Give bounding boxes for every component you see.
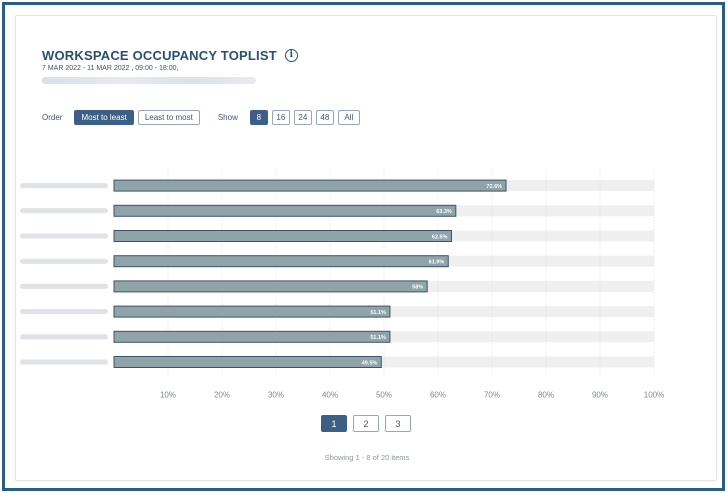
x-tick-label: 80% [538, 391, 554, 400]
category-label-redacted [20, 359, 108, 365]
page-title: WORKSPACE OCCUPANCY TOPLIST [42, 48, 277, 63]
bar [113, 255, 449, 268]
bar-value-label: 51.1% [370, 335, 386, 341]
x-tick-label: 30% [268, 391, 284, 400]
category-label-redacted [20, 208, 108, 214]
page-2-button[interactable]: 2 [353, 415, 379, 432]
bar [113, 179, 507, 192]
show-24-button[interactable]: 24 [293, 110, 312, 125]
x-tick-label: 40% [322, 391, 338, 400]
category-label-redacted [20, 283, 108, 289]
bar-value-label: 72.6% [486, 184, 502, 190]
occupancy-bar-chart: 72.6% 63.3% 62.5% 61.9% 58% 51.1% 51.1% 49.5% 10… [20, 169, 664, 400]
order-label: Order [42, 113, 63, 122]
bar [113, 204, 457, 217]
bar [113, 280, 428, 293]
info-icon[interactable]: i [284, 49, 298, 62]
bar [113, 305, 391, 318]
page-3-button[interactable]: 3 [385, 415, 411, 432]
x-tick-label: 70% [484, 391, 500, 400]
controls-bar: Order Most to least Least to most Show 8… [42, 110, 364, 125]
bar-value-label: 58% [412, 285, 423, 291]
pagination-summary: Showing 1 - 8 of 20 items [324, 453, 410, 462]
show-all-button[interactable]: All [337, 110, 360, 125]
date-range-subtitle: 7 MAR 2022 - 11 MAR 2022 , 09:00 - 18:00… [42, 65, 179, 72]
order-least-to-most-button[interactable]: Least to most [137, 110, 200, 125]
show-8-button[interactable]: 8 [249, 110, 268, 125]
bar-value-label: 63.3% [436, 209, 452, 215]
bar [113, 330, 391, 343]
x-tick-label: 100% [644, 391, 664, 400]
x-tick-label: 60% [430, 391, 446, 400]
bar-value-label: 61.9% [429, 260, 445, 266]
pagination: 1 2 3 [321, 415, 411, 432]
bar [113, 230, 452, 242]
category-label-redacted [20, 233, 108, 239]
x-tick-label: 20% [214, 391, 230, 400]
bar-value-label: 62.5% [432, 234, 448, 240]
bar [113, 356, 382, 368]
order-most-to-least-button[interactable]: Most to least [74, 110, 134, 125]
show-label: Show [217, 113, 238, 122]
occupancy-card: WORKSPACE OCCUPANCY TOPLIST i 7 MAR 2022… [15, 15, 717, 481]
x-tick-label: 50% [376, 391, 392, 400]
bar-value-label: 51.1% [370, 310, 386, 316]
category-label-redacted [20, 334, 108, 340]
category-label-redacted [20, 258, 108, 264]
show-16-button[interactable]: 16 [271, 110, 290, 125]
bar-value-label: 49.5% [362, 360, 378, 366]
title-row: WORKSPACE OCCUPANCY TOPLIST i [42, 48, 298, 63]
redacted-location-text [42, 77, 256, 84]
x-tick-label: 10% [160, 391, 176, 400]
x-tick-label: 90% [592, 391, 608, 400]
show-48-button[interactable]: 48 [315, 110, 334, 125]
page-1-button[interactable]: 1 [321, 415, 347, 432]
category-label-redacted [20, 183, 108, 189]
category-label-redacted [20, 309, 108, 315]
